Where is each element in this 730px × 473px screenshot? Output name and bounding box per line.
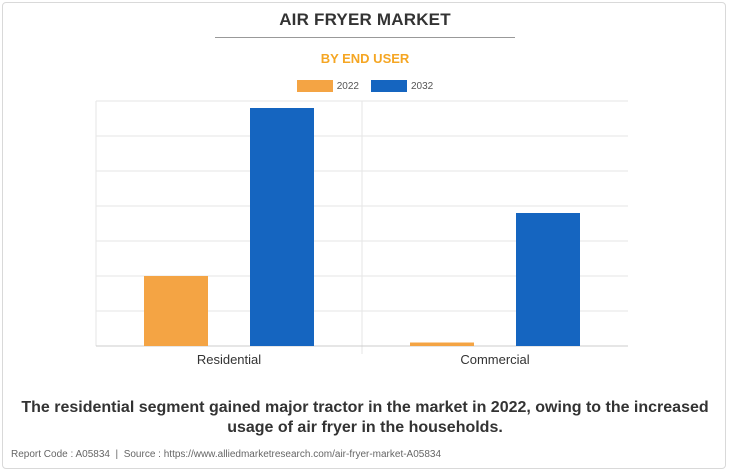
footer: Report Code : A05834 | Source : https://…: [11, 449, 441, 460]
legend-label-2022: 2022: [336, 80, 359, 92]
chart-subtitle: BY END USER: [320, 51, 410, 66]
chart-legend: 2022 2032: [0, 80, 730, 92]
legend-swatch-2022: [296, 80, 333, 92]
bar-2022-commercial: [410, 342, 474, 346]
bar-2022-residential: [144, 276, 208, 346]
legend-item-2032[interactable]: 2032: [371, 80, 433, 92]
legend-swatch-2032: [371, 80, 407, 92]
legend-label-2032: 2032: [411, 80, 434, 92]
chart-caption: The residential segment gained major tra…: [21, 399, 709, 436]
footer-separator: |: [115, 449, 119, 460]
x-tick-label: Residential: [197, 352, 261, 367]
bar-2032-commercial: [516, 213, 580, 346]
x-tick-label: Commercial: [460, 352, 529, 367]
legend-item-2022[interactable]: 2022: [296, 80, 359, 92]
chart-card: [2, 2, 726, 469]
report-code: Report Code : A05834: [11, 449, 110, 460]
bar-2032-residential: [250, 108, 314, 346]
bar-chart: Residential Commercial: [95, 100, 628, 367]
title-divider: [215, 37, 515, 38]
chart-title: AIR FRYER MARKET: [279, 10, 451, 29]
source-link[interactable]: Source : https://www.alliedmarketresearc…: [123, 449, 442, 460]
